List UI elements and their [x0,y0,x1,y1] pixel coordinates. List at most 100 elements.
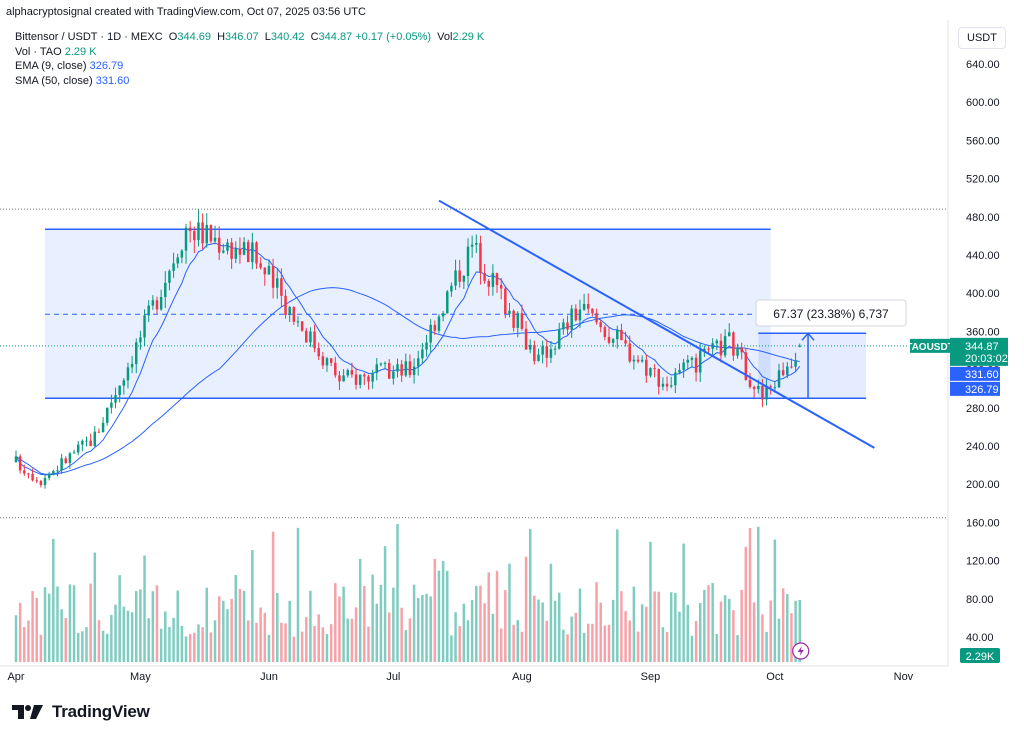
volume-bar [354,607,358,662]
volume-bar [300,631,304,662]
volume-bar [798,600,801,662]
volume-bar [632,586,636,662]
price-axis[interactable]: 40.00 80.00 120.00 160.00 200.00 240.00 280.00… [966,59,1000,644]
volume-bar [686,604,690,662]
candle-body [479,243,482,273]
tradingview-logo[interactable]: TradingView [10,700,150,724]
candle-body [599,322,602,328]
candle-body [574,308,578,321]
candle-body [105,407,109,423]
volume-bar [732,610,735,662]
time-tick-label: Nov [894,671,914,683]
volume-bar [549,563,553,662]
candle-body [292,307,296,322]
candle-body [454,270,457,286]
chart-legend: Bittensor / USDT · 1D · MEXC O344.69 H34… [15,30,484,88]
candle-body [404,361,408,376]
candle-body [321,356,325,366]
volume-bar [446,570,449,662]
volume-bar [479,585,482,662]
candle-body [217,237,221,253]
volume-bar [238,588,242,662]
candle-body [591,308,594,314]
volume-bar [520,631,524,662]
candle-body [334,362,337,376]
volume-bar [209,632,213,662]
volume-bar [246,620,250,662]
candle-body [64,458,68,464]
volume-bar [180,625,184,662]
candle-body [197,222,200,241]
candle-body [118,385,121,396]
volume-bar [429,596,432,662]
volume-bar [76,632,80,662]
volume-bar [188,633,192,662]
volume-bar [130,612,134,662]
volume-bar [487,572,490,662]
volume-bar [628,620,631,662]
volume-bar [85,627,88,662]
candle-body [193,231,196,241]
currency-button[interactable]: USDT [958,27,1006,49]
candle-body [491,273,495,287]
volume-bar [64,618,68,662]
candle-body [317,348,320,357]
candle-body [363,374,366,377]
volume-bar [653,591,656,662]
candle-body [425,342,428,350]
volume-bar [43,587,47,662]
candle-body [587,303,590,309]
volume-bar [305,617,308,662]
volume-bar [462,603,466,662]
candle-body [60,458,63,471]
tradingview-brand: TradingView [52,702,150,721]
candle-body [512,310,515,328]
candle-body [354,374,358,385]
candle-body [110,402,113,408]
volume-bar [172,618,175,662]
volume-bar [715,634,719,662]
candle-body [234,248,238,259]
volume-bar [56,586,59,662]
volume-bar [292,636,296,662]
volume-bar [595,582,598,662]
volume-bar [669,592,673,662]
candle-body [139,337,142,343]
candle-body [367,376,370,382]
volume-bar [325,634,329,662]
candle-body [56,470,59,472]
candle-body [76,444,80,453]
volume-bar [408,618,412,662]
candle-body [89,440,92,447]
candle-body [18,456,22,471]
legend-ema-row[interactable]: EMA (9, close) 326.79 [15,59,484,74]
price-tick-label: 120.00 [966,556,1000,568]
candle-body [325,358,329,366]
candle-body [678,369,681,373]
candle-body [383,362,387,364]
candle-body [255,242,258,264]
candle-body [358,374,362,385]
candle-body [757,386,760,390]
legend-sma-row[interactable]: SMA (50, close) 331.60 [15,74,484,89]
candle-body [694,357,698,373]
ema-9-line [15,242,801,475]
volume-bar [404,630,408,662]
volume-bar [528,529,532,662]
time-axis[interactable]: Apr May Jun Jul Aug Sep Oct Nov [7,671,913,683]
legend-symbol[interactable]: Bittensor / USDT · 1D · MEXC [15,31,163,43]
volume-bar [313,625,316,662]
candle-body [661,383,665,387]
volume-bar [620,591,623,662]
volume-bar [143,555,146,662]
volume-bar [81,631,84,662]
volume-bar [566,634,569,662]
candle-body [686,359,690,363]
candle-body [205,224,208,244]
price-tick-label: 280.00 [966,403,1000,415]
candle-body [276,278,279,288]
legend-open-label: O [168,31,178,43]
legend-volume-row[interactable]: Vol · TAO 2.29 K [15,45,484,60]
legend-symbol-row: Bittensor / USDT · 1D · MEXC O344.69 H34… [15,30,484,45]
